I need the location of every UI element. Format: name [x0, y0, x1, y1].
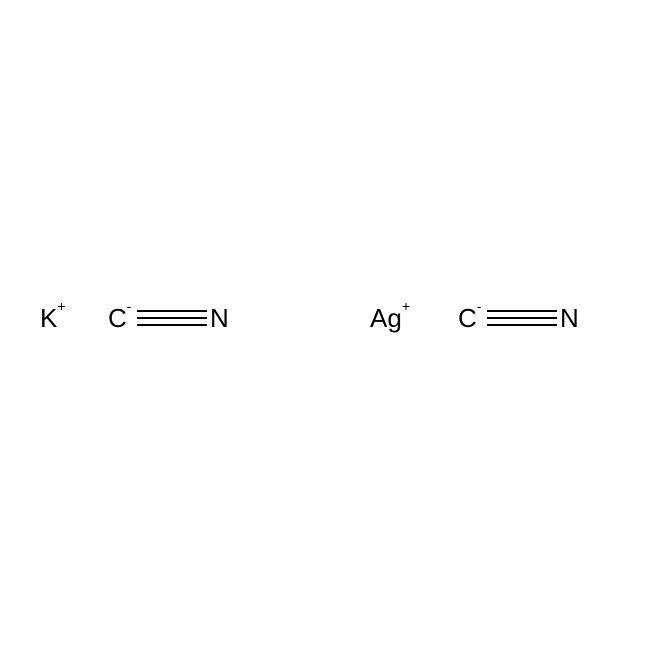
atom-label: K [40, 303, 57, 333]
triple-bond-1-line-2 [137, 317, 207, 319]
atom-charge: + [402, 298, 410, 314]
triple-bond-2-line-3 [487, 324, 557, 326]
atom-charge: - [477, 298, 482, 314]
atom-carbon-1: C- [108, 305, 131, 331]
triple-bond-1-line-3 [137, 324, 207, 326]
atom-charge: - [127, 298, 132, 314]
atom-nitrogen-2: N [560, 305, 579, 331]
atom-carbon-2: C- [458, 305, 481, 331]
atom-potassium: K+ [40, 305, 66, 331]
triple-bond-1-line-1 [137, 310, 207, 312]
atom-label: C [108, 303, 127, 333]
atom-label: N [560, 303, 579, 333]
triple-bond-2-line-2 [487, 317, 557, 319]
atom-nitrogen-1: N [210, 305, 229, 331]
atom-label: C [458, 303, 477, 333]
chemical-diagram: K+ C- N Ag+ C- N [0, 0, 650, 650]
triple-bond-2-line-1 [487, 310, 557, 312]
atom-charge: + [57, 298, 65, 314]
atom-silver: Ag+ [370, 305, 410, 331]
atom-label: N [210, 303, 229, 333]
atom-label: Ag [370, 303, 402, 333]
